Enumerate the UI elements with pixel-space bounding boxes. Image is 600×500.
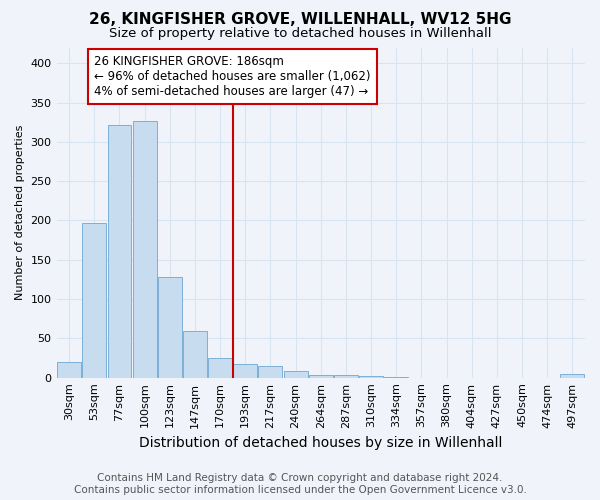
Text: 26 KINGFISHER GROVE: 186sqm
← 96% of detached houses are smaller (1,062)
4% of s: 26 KINGFISHER GROVE: 186sqm ← 96% of det… bbox=[94, 56, 371, 98]
Bar bbox=[284, 372, 308, 378]
Bar bbox=[309, 374, 333, 378]
Y-axis label: Number of detached properties: Number of detached properties bbox=[15, 125, 25, 300]
Bar bbox=[233, 364, 257, 378]
Bar bbox=[183, 330, 207, 378]
Text: Size of property relative to detached houses in Willenhall: Size of property relative to detached ho… bbox=[109, 28, 491, 40]
Bar bbox=[82, 223, 106, 378]
Bar bbox=[334, 376, 358, 378]
Bar bbox=[208, 358, 232, 378]
Bar bbox=[107, 124, 131, 378]
Bar bbox=[158, 277, 182, 378]
Text: Contains HM Land Registry data © Crown copyright and database right 2024.
Contai: Contains HM Land Registry data © Crown c… bbox=[74, 474, 526, 495]
Bar bbox=[359, 376, 383, 378]
X-axis label: Distribution of detached houses by size in Willenhall: Distribution of detached houses by size … bbox=[139, 436, 502, 450]
Bar bbox=[133, 120, 157, 378]
Bar bbox=[385, 377, 408, 378]
Bar bbox=[560, 374, 584, 378]
Bar bbox=[259, 366, 283, 378]
Bar bbox=[57, 362, 81, 378]
Text: 26, KINGFISHER GROVE, WILLENHALL, WV12 5HG: 26, KINGFISHER GROVE, WILLENHALL, WV12 5… bbox=[89, 12, 511, 28]
